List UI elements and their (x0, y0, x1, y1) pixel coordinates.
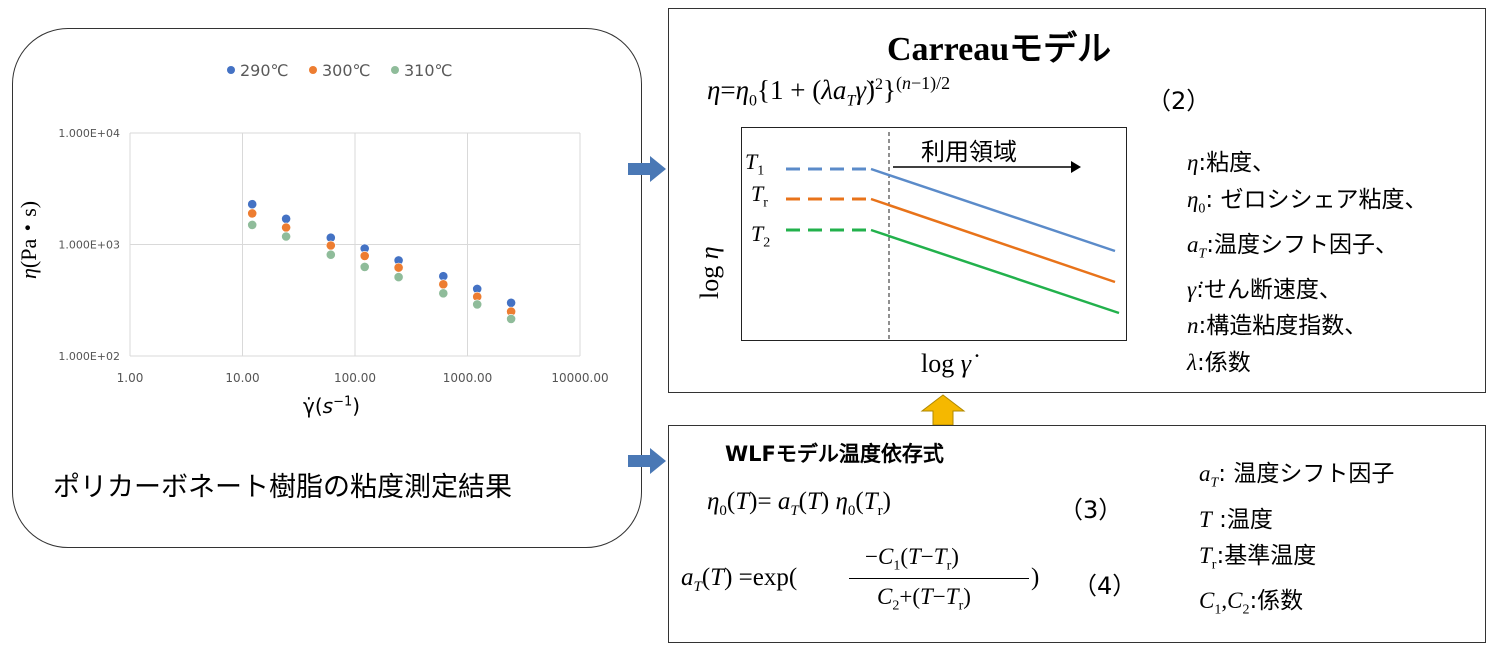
data-point (247, 199, 258, 210)
viscosity-measurement-panel: 290℃ 300℃ 310℃ 1.00 10.00 100.00 1000.00 10000… (12, 28, 642, 548)
wlf-equation-4-number: （4） (1073, 572, 1137, 600)
legend-eta0: η0: ゼロシシェア粘度、 (1187, 186, 1428, 217)
arrow-to-wlf (628, 448, 666, 474)
data-point (506, 297, 516, 308)
wlf-symbol-legend: aT: 温度シフト因子 T :温度 Tr:基準温度 C1,C2:係数 (1199, 456, 1394, 629)
t2-power-law (870, 228, 1120, 315)
x-tick-label: 1000.00 (443, 371, 493, 385)
data-point (506, 313, 516, 324)
x-tick-label: 100.00 (334, 371, 376, 385)
wlf-legend-c: C1,C2:係数 (1199, 588, 1304, 618)
t1-label: T1 (745, 149, 765, 179)
legend-marker (309, 66, 317, 74)
plot-frame (741, 127, 1127, 341)
data-point (472, 299, 483, 310)
legend-gammadot: γ̇:せん断速度、 (1187, 276, 1342, 303)
wlf-equation-3-number: （3） (1059, 496, 1123, 524)
wlf-legend-tr: Tr:基準温度 (1199, 542, 1317, 573)
x-axis-log-gammadot: log γ̇ (921, 349, 971, 378)
wlf-legend-at: aT: 温度シフト因子 (1199, 461, 1395, 491)
data-point (281, 222, 291, 233)
data-point (247, 219, 258, 230)
usage-region-arrowhead (1071, 161, 1081, 173)
panel-caption: ポリカーボネート樹脂の粘度測定結果 (53, 472, 512, 503)
chart-x-axis-label: γ̇(s−1) (303, 394, 361, 418)
y-tick-label: 1.000E+02 (58, 350, 120, 363)
legend-label: 300℃ (322, 61, 371, 80)
data-point (438, 279, 449, 290)
legend-label: 310℃ (404, 61, 453, 80)
usage-region-label: 利用領域 (921, 138, 1017, 166)
data-point (393, 272, 404, 282)
carreau-title: Carreauモデル (887, 31, 1112, 68)
wlf-title: WLFモデル温度依存式 (725, 442, 944, 466)
legend-label: 290℃ (240, 61, 289, 80)
tr-label: Tr (751, 181, 768, 211)
data-point (281, 231, 291, 242)
wlf-equation-4-close: ) (1031, 564, 1040, 591)
chart-tick-labels: 1.00 10.00 100.00 1000.00 10000.00 1.000E+02 1… (58, 127, 608, 385)
wlf-equation-4-numerator: −C1(T−Tr) (865, 544, 959, 574)
data-point (393, 262, 404, 273)
y-tick-label: 1.000E+03 (58, 239, 120, 252)
chart-y-axis-label: η(Pa・s) (16, 200, 41, 279)
t2-label: T2 (751, 221, 771, 251)
tr-power-law (870, 197, 1116, 284)
carreau-schematic (786, 132, 1120, 341)
data-point (359, 250, 370, 261)
legend-at: aT:温度シフト因子、 (1187, 231, 1399, 262)
data-point (247, 208, 258, 219)
legend-eta: η:粘度、 (1187, 150, 1276, 176)
chart-legend: 290℃ 300℃ 310℃ (227, 61, 453, 80)
legend-lambda: λ:係数 (1187, 349, 1251, 376)
viscosity-chart: 290℃ 300℃ 310℃ 1.00 10.00 100.00 1000.00 10000… (58, 61, 608, 385)
x-tick-label: 10000.00 (551, 371, 608, 385)
wlf-equation-4-fraction-bar (849, 578, 1029, 579)
legend-marker (391, 66, 399, 74)
chart-grid (129, 132, 581, 357)
y-axis-log-eta: log η (695, 246, 724, 299)
x-tick-label: 10.00 (225, 371, 259, 385)
legend-marker (227, 66, 235, 74)
chart-points (247, 199, 516, 324)
legend-n: n:構造粘度指数、 (1187, 313, 1368, 340)
t1-power-law (870, 167, 1116, 253)
data-point (359, 261, 370, 272)
wlf-model-box: WLFモデル温度依存式 η0(T)= aT(T) η0(Tr) （3） aT(T… (668, 425, 1486, 643)
carreau-equation: η=η0{1 + (λaTγ̇)2}(n−1)/2 (707, 73, 951, 110)
wlf-equation-3: η0(T)= aT(T) η0(Tr) (707, 488, 891, 519)
data-point (325, 249, 336, 260)
data-point (281, 213, 291, 224)
arrow-to-carreau (628, 156, 666, 182)
x-tick-label: 1.00 (117, 371, 144, 385)
wlf-equation-4-lhs: aT(T) =exp( (681, 564, 798, 595)
carreau-model-box: Carreauモデル η=η0{1 + (λaTγ̇)2}(n−1)/2 （2）… (668, 8, 1486, 393)
carreau-equation-number: （2） (1147, 87, 1211, 115)
data-point (438, 288, 449, 299)
wlf-equation-4-denominator: C2+(T−Tr) (877, 584, 971, 614)
data-point (325, 240, 336, 251)
wlf-legend-t: T :温度 (1199, 506, 1273, 533)
y-tick-label: 1.000E+04 (58, 127, 120, 140)
carreau-symbol-legend: η:粘度、 η0: ゼロシシェア粘度、 aT:温度シフト因子、 γ̇:せん断速度… (1187, 145, 1427, 381)
wlf-to-carreau-arrow (920, 394, 966, 426)
